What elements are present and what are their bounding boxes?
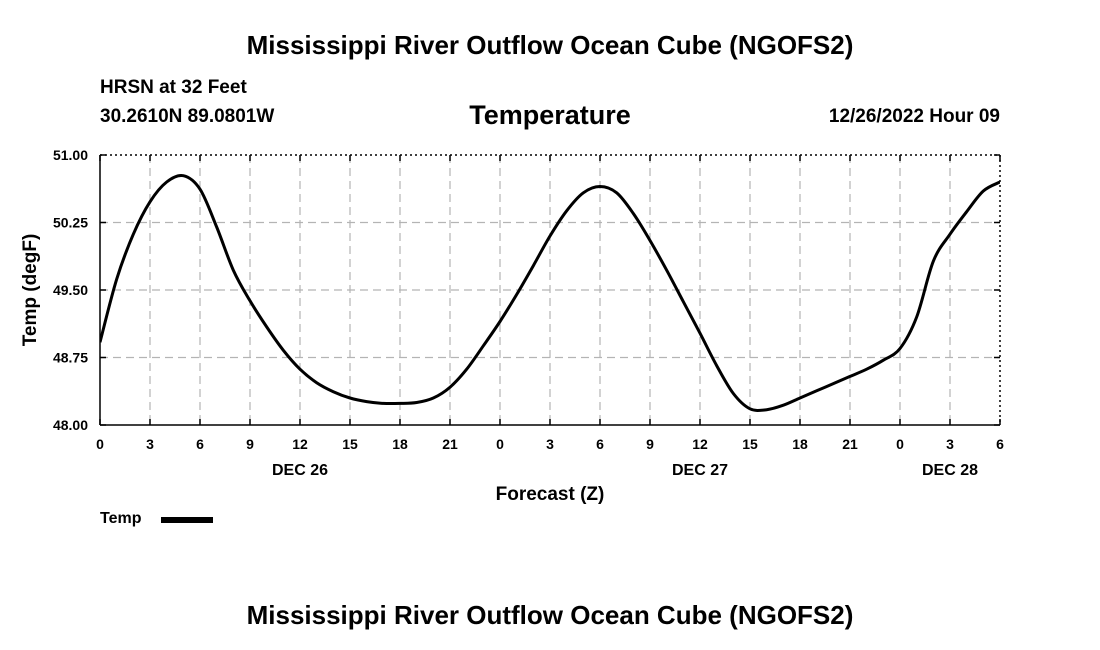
x-tick-label: 15 <box>342 436 358 452</box>
x-tick-label: 12 <box>692 436 708 452</box>
x-tick-label: 3 <box>146 436 154 452</box>
legend-line-swatch <box>161 517 213 523</box>
x-axis-title: Forecast (Z) <box>496 484 605 505</box>
x-tick-label: 9 <box>646 436 654 452</box>
x-tick-label: 18 <box>392 436 408 452</box>
chart-title: Temperature <box>469 100 631 130</box>
y-tick-label: 51.00 <box>53 147 88 163</box>
y-tick-label: 48.75 <box>53 350 88 366</box>
forecast-datetime: 12/26/2022 Hour 09 <box>828 106 1000 127</box>
y-tick-label: 49.50 <box>53 282 88 298</box>
main-title: Mississippi River Outflow Ocean Cube (NG… <box>246 30 854 60</box>
x-tick-label: 9 <box>246 436 254 452</box>
day-label: DEC 27 <box>672 462 728 479</box>
x-tick-label: 15 <box>742 436 758 452</box>
station-label: HRSN at 32 Feet <box>100 77 247 98</box>
x-tick-label: 18 <box>792 436 808 452</box>
x-tick-label: 0 <box>496 436 504 452</box>
x-tick-label: 0 <box>96 436 104 452</box>
x-tick-label: 6 <box>196 436 204 452</box>
x-tick-label: 6 <box>596 436 604 452</box>
y-tick-label: 48.00 <box>53 417 88 433</box>
y-tick-label: 50.25 <box>53 215 88 231</box>
x-tick-label: 21 <box>442 436 458 452</box>
footer-title: Mississippi River Outflow Ocean Cube (NG… <box>246 600 854 630</box>
day-label: DEC 26 <box>272 462 328 479</box>
station-coordinates: 30.2610N 89.0801W <box>100 106 275 127</box>
y-axis-title: Temp (degF) <box>20 234 41 347</box>
x-tick-label: 6 <box>996 436 1004 452</box>
x-tick-label: 12 <box>292 436 308 452</box>
x-tick-label: 3 <box>546 436 554 452</box>
x-tick-label: 0 <box>896 436 904 452</box>
day-label: DEC 28 <box>922 462 978 479</box>
temp-series-line <box>100 173 1000 412</box>
x-tick-label: 21 <box>842 436 858 452</box>
x-tick-label: 3 <box>946 436 954 452</box>
legend-label: Temp <box>100 510 142 527</box>
